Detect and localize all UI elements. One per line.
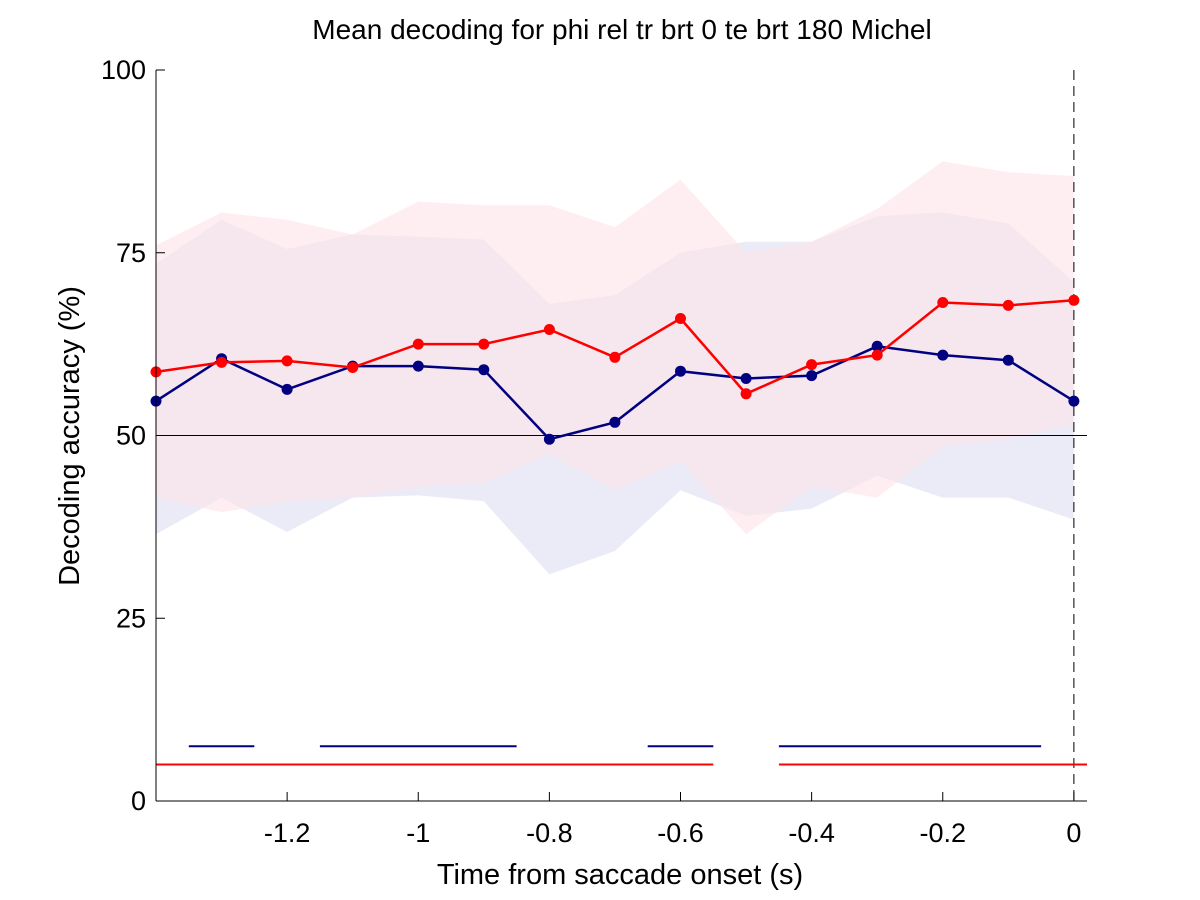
series-2-point xyxy=(675,313,686,324)
series-2-point xyxy=(412,338,424,350)
x-tick-label: -1.2 xyxy=(264,818,311,848)
series-1-point xyxy=(478,364,490,376)
series-1-point xyxy=(675,365,686,377)
y-axis-label: Decoding accuracy (%) xyxy=(54,286,86,586)
series-2-point xyxy=(478,338,490,350)
confidence-bands xyxy=(156,161,1074,575)
chart-title: Mean decoding for phi rel tr brt 0 te br… xyxy=(312,14,931,45)
confidence-band-2 xyxy=(156,161,1074,535)
series-2-point xyxy=(609,351,621,363)
series-1-point xyxy=(871,340,883,352)
series-2-point xyxy=(543,324,555,335)
axes: 0 25 50 75 100 -1.2 -1 -0.8 -0.6 -0.4 -0.2 0 xyxy=(101,55,1087,848)
series-2-point xyxy=(871,349,883,361)
series-2-point xyxy=(1002,299,1014,311)
x-tick-label: -0.8 xyxy=(526,818,573,848)
x-tick-label: -1 xyxy=(406,818,430,848)
series-1-point xyxy=(937,349,949,361)
series-2-point xyxy=(740,388,752,400)
series-1-point xyxy=(1002,354,1014,366)
series-1-point xyxy=(1068,395,1080,407)
y-tick-label: 25 xyxy=(116,603,146,633)
series-1-point xyxy=(609,416,621,428)
y-tick-label: 75 xyxy=(116,238,146,268)
data-series xyxy=(150,294,1080,445)
series-1-point xyxy=(281,383,293,395)
reference-lines xyxy=(156,70,1087,801)
series-1-point xyxy=(740,373,752,384)
x-tick-label: -0.6 xyxy=(657,818,704,848)
x-tick-label: -0.2 xyxy=(919,818,966,848)
y-tick-label: 50 xyxy=(116,421,146,451)
series-2-point xyxy=(216,356,228,368)
series-2-point xyxy=(281,355,293,367)
series-2-point xyxy=(1068,294,1080,306)
y-tick-label: 0 xyxy=(131,786,146,816)
x-tick-label: -0.4 xyxy=(788,818,835,848)
series-2-point xyxy=(937,297,949,308)
series-2-point xyxy=(347,362,359,373)
x-tick-label: 0 xyxy=(1066,818,1081,848)
series-1-point xyxy=(543,433,555,445)
series-1-point xyxy=(806,370,818,382)
significance-bars xyxy=(156,745,1087,766)
series-1-point xyxy=(412,360,424,372)
series-2-point xyxy=(806,359,818,371)
x-axis-label: Time from saccade onset (s) xyxy=(437,859,803,891)
y-tick-label: 100 xyxy=(101,55,146,85)
